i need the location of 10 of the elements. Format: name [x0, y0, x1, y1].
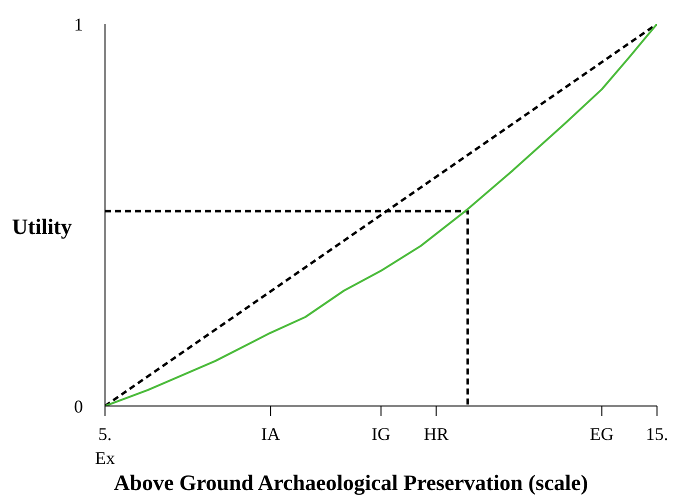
y-axis-title: Utility: [12, 214, 72, 240]
x-tick-label: EG: [590, 424, 614, 444]
x-tick-label: 15.: [646, 424, 668, 444]
y-tick-label: 1: [74, 14, 83, 34]
x-tick-label: IA: [261, 424, 280, 444]
x-tick-label: HR: [424, 424, 449, 444]
x-axis-title: Above Ground Archaeological Preservation (scale): [114, 470, 588, 495]
x-tick-label: 5. Ex: [95, 424, 115, 468]
x-tick-label: IG: [372, 424, 390, 444]
y-tick-label: 0: [74, 396, 83, 416]
